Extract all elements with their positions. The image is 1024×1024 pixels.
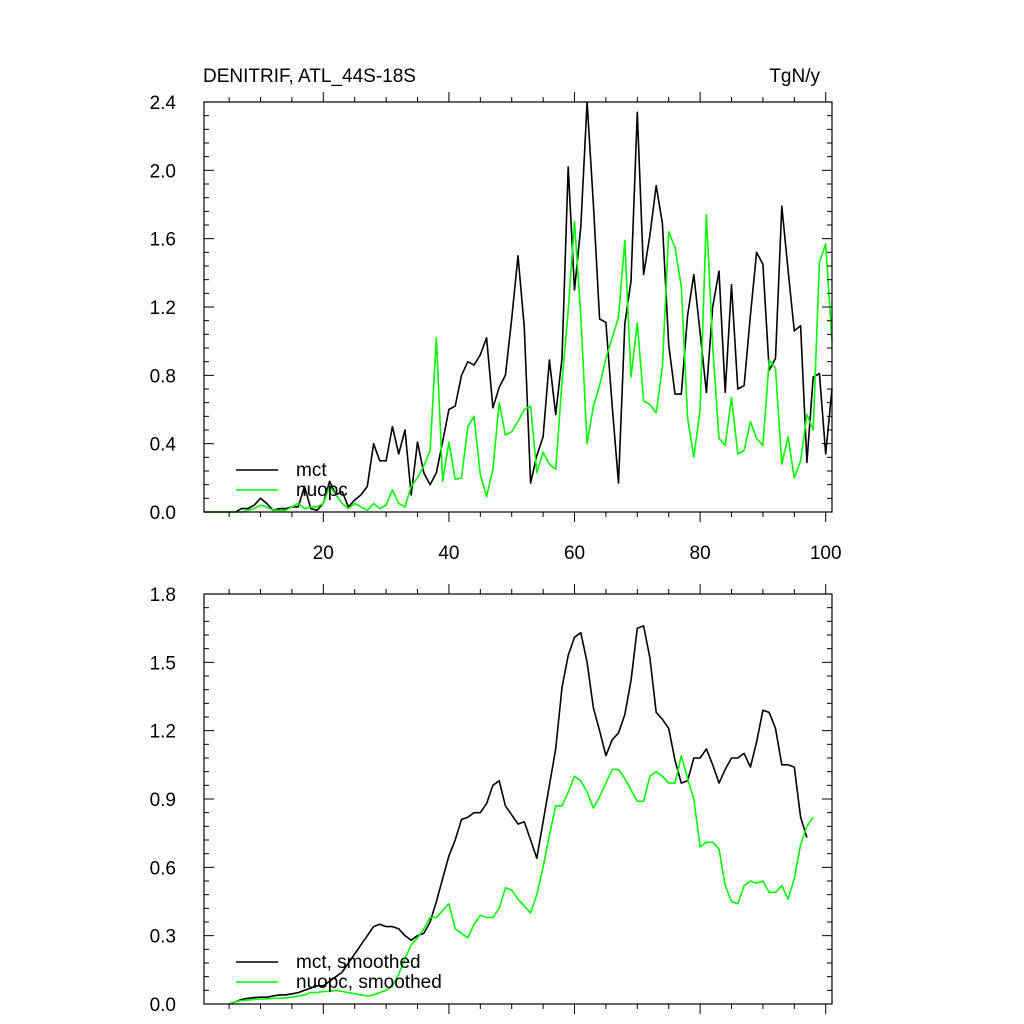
y-tick-label: 0.3 bbox=[150, 927, 176, 948]
x-tick-label: 60 bbox=[564, 543, 585, 564]
legend-label: nuopc bbox=[296, 480, 348, 501]
y-tick-label: 0.0 bbox=[150, 995, 176, 1016]
y-tick-label: 2.4 bbox=[150, 93, 177, 114]
series-line-1-0 bbox=[228, 625, 808, 1005]
legend-label: nuopc, smoothed bbox=[296, 972, 442, 993]
series-line-1-1 bbox=[228, 754, 814, 1005]
plot-frame bbox=[203, 593, 833, 1005]
y-tick-label: 0.6 bbox=[150, 858, 176, 879]
y-tick-label: 1.8 bbox=[150, 585, 176, 606]
x-tick-label: 20 bbox=[313, 543, 334, 564]
units-label: TgN/y bbox=[769, 66, 820, 87]
bottom-panel: 0.0 0.3 0.6 0.9 1.2 1.5 1.8 mct, smoothednuopc,… bbox=[150, 584, 833, 1016]
y-tick-label: 0.9 bbox=[150, 790, 176, 811]
y-tick-label: 1.6 bbox=[150, 230, 176, 251]
x-tick-label: 40 bbox=[438, 543, 459, 564]
y-tick-label: 1.2 bbox=[150, 298, 176, 319]
legend-label: mct, smoothed bbox=[296, 952, 421, 973]
y-tick-label: 0.0 bbox=[150, 503, 176, 524]
y-tick-label: 0.8 bbox=[150, 366, 176, 387]
y-tick-label: 1.2 bbox=[150, 722, 176, 743]
legend-label: mct bbox=[296, 460, 327, 481]
x-tick-label: 100 bbox=[810, 543, 842, 564]
chart-title: DENITRIF, ATL_44S-18S bbox=[203, 66, 416, 87]
y-tick-label: 1.5 bbox=[150, 653, 176, 674]
series-line-0-0 bbox=[204, 101, 833, 513]
y-tick-label: 0.4 bbox=[150, 435, 177, 456]
series-line-0-1 bbox=[204, 214, 833, 513]
y-tick-label: 2.0 bbox=[150, 161, 176, 182]
x-tick-label: 80 bbox=[690, 543, 711, 564]
